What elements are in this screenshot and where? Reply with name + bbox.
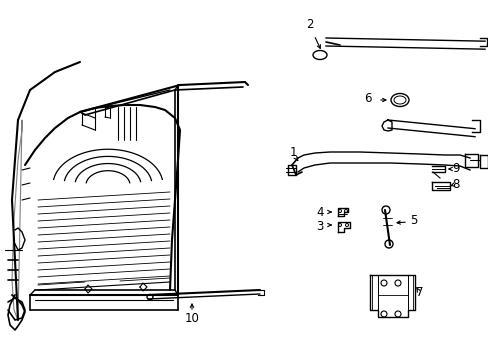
Text: 6: 6	[364, 91, 371, 104]
Text: 3: 3	[316, 220, 323, 233]
Circle shape	[394, 311, 400, 317]
Text: 9: 9	[451, 162, 459, 175]
Circle shape	[384, 240, 392, 248]
Text: 1: 1	[289, 145, 296, 158]
Text: 2: 2	[305, 18, 313, 31]
Circle shape	[380, 280, 386, 286]
Ellipse shape	[390, 94, 408, 107]
Text: 10: 10	[184, 311, 199, 324]
Text: 8: 8	[451, 177, 459, 190]
Ellipse shape	[147, 294, 153, 300]
Ellipse shape	[393, 96, 405, 104]
Text: 4: 4	[316, 206, 323, 219]
Circle shape	[345, 224, 348, 226]
Circle shape	[394, 280, 400, 286]
Ellipse shape	[312, 50, 326, 59]
Circle shape	[338, 210, 341, 212]
Circle shape	[381, 206, 389, 214]
Text: 7: 7	[415, 285, 423, 298]
Circle shape	[338, 224, 341, 226]
Circle shape	[344, 210, 347, 212]
Text: 5: 5	[409, 213, 417, 226]
Circle shape	[380, 311, 386, 317]
